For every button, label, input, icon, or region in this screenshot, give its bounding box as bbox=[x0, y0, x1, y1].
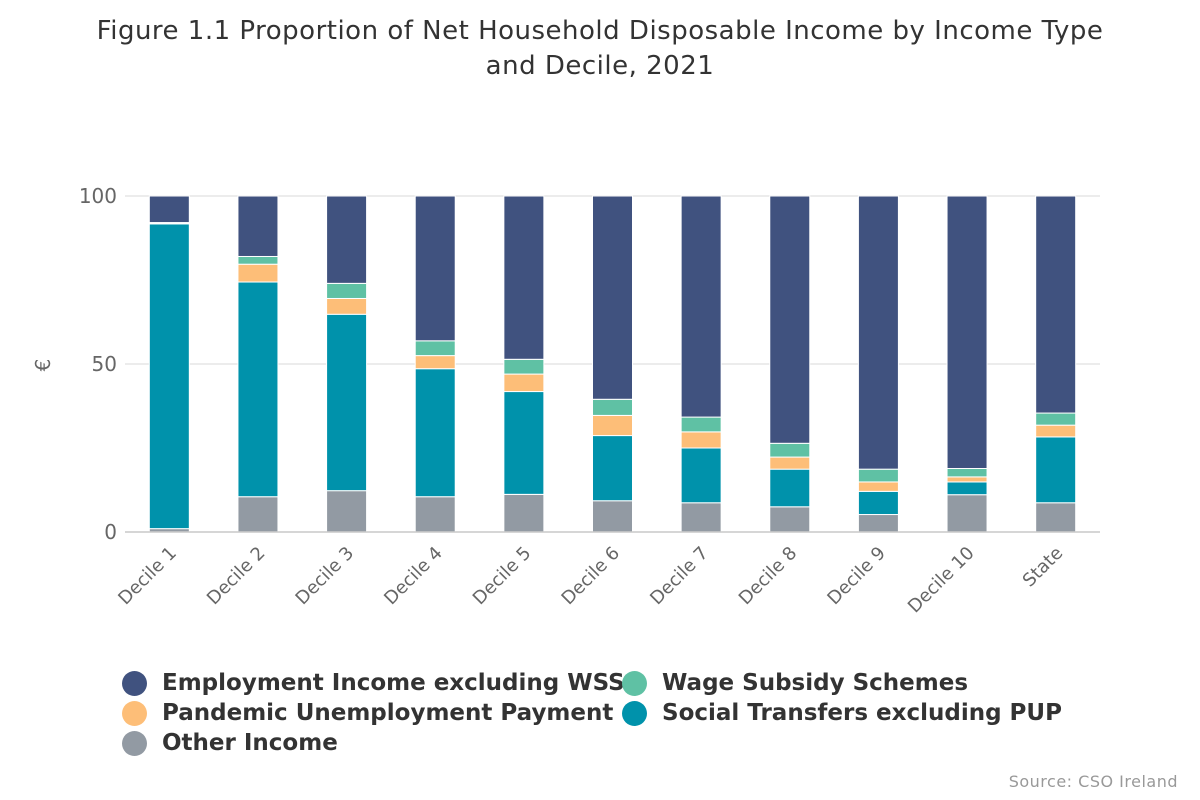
legend-item[interactable]: Social Transfers excluding PUP bbox=[622, 700, 1062, 726]
legend-item[interactable]: Employment Income excluding WSS bbox=[122, 670, 625, 696]
legend-item[interactable]: Other Income bbox=[122, 730, 338, 756]
y-axis-title: € bbox=[31, 359, 55, 372]
bars bbox=[148, 195, 1077, 533]
y-tick-label: 100 bbox=[79, 184, 117, 208]
legend-swatch bbox=[622, 700, 647, 726]
bar-segment[interactable] bbox=[503, 195, 545, 360]
x-tick-label: Decile 3 bbox=[292, 543, 359, 610]
chart-title-line-1: Figure 1.1 Proportion of Net Household D… bbox=[96, 16, 1104, 46]
bar-segment[interactable] bbox=[592, 435, 633, 502]
x-tick-label: Decile 4 bbox=[380, 543, 447, 610]
bar-segment[interactable] bbox=[414, 496, 456, 533]
bar-segment[interactable] bbox=[326, 490, 368, 533]
x-tick-label: State bbox=[1019, 543, 1068, 592]
bar-segment[interactable] bbox=[503, 358, 545, 375]
bar-stack-6 bbox=[592, 195, 633, 533]
bar-stack-5 bbox=[503, 195, 545, 533]
legend-label: Other Income bbox=[162, 730, 338, 756]
bar-segment[interactable] bbox=[237, 263, 279, 283]
bar-segment[interactable] bbox=[1035, 424, 1077, 438]
bar-stack-7 bbox=[680, 195, 722, 533]
bar-segment[interactable] bbox=[946, 494, 988, 533]
bar-segment[interactable] bbox=[503, 493, 545, 533]
bar-segment[interactable] bbox=[946, 195, 988, 469]
bar-segment[interactable] bbox=[769, 456, 811, 470]
source-credit: Source: CSO Ireland bbox=[1008, 772, 1178, 791]
x-tick-label: Decile 8 bbox=[735, 543, 802, 610]
bar-segment[interactable] bbox=[592, 398, 633, 416]
x-tick-label: Decile 10 bbox=[904, 543, 979, 618]
bar-stack-11 bbox=[1035, 195, 1077, 533]
chart-plot: 0 50 100 Decile 1 Decile 2 Decile 3 Decile 4 De… bbox=[31, 184, 1100, 618]
bar-stack-2 bbox=[237, 195, 279, 533]
bar-stack-10 bbox=[946, 195, 988, 533]
bar-stack-8 bbox=[769, 195, 811, 533]
bar-segment[interactable] bbox=[857, 468, 899, 483]
x-tick-label: Decile 5 bbox=[469, 543, 536, 610]
bar-segment[interactable] bbox=[148, 195, 190, 224]
y-tick-label: 0 bbox=[104, 520, 117, 544]
bar-segment[interactable] bbox=[414, 340, 456, 357]
x-tick-label: Decile 1 bbox=[114, 543, 181, 610]
legend-label: Employment Income excluding WSS bbox=[162, 670, 625, 696]
legend-swatch bbox=[122, 670, 147, 696]
bar-segment[interactable] bbox=[680, 416, 722, 433]
x-tick-label: Decile 7 bbox=[646, 543, 713, 610]
bar-segment[interactable] bbox=[237, 255, 279, 265]
bar-segment[interactable] bbox=[1035, 412, 1077, 426]
bar-segment[interactable] bbox=[326, 195, 368, 284]
bar-segment[interactable] bbox=[237, 281, 279, 498]
bar-segment[interactable] bbox=[414, 195, 456, 342]
bar-segment[interactable] bbox=[237, 496, 279, 533]
bar-segment[interactable] bbox=[680, 431, 722, 449]
bar-segment[interactable] bbox=[326, 313, 368, 492]
bar-segment[interactable] bbox=[414, 368, 456, 498]
legend-swatch bbox=[122, 730, 147, 756]
x-tick-label: Decile 9 bbox=[823, 543, 890, 610]
chart-title: Figure 1.1 Proportion of Net Household D… bbox=[0, 14, 1200, 84]
bar-segment[interactable] bbox=[592, 500, 633, 533]
bar-segment[interactable] bbox=[1035, 436, 1077, 504]
bar-segment[interactable] bbox=[148, 223, 190, 530]
bar-segment[interactable] bbox=[414, 355, 456, 370]
bar-segment[interactable] bbox=[592, 414, 633, 437]
legend-label: Social Transfers excluding PUP bbox=[662, 700, 1062, 726]
bar-segment[interactable] bbox=[946, 476, 988, 483]
bar-segment[interactable] bbox=[769, 468, 811, 508]
bar-segment[interactable] bbox=[326, 297, 368, 315]
bar-segment[interactable] bbox=[769, 442, 811, 458]
bar-segment[interactable] bbox=[946, 467, 988, 478]
bar-segment[interactable] bbox=[680, 502, 722, 533]
bar-segment[interactable] bbox=[592, 195, 633, 400]
bar-segment[interactable] bbox=[769, 506, 811, 533]
y-tick-label: 50 bbox=[92, 352, 117, 376]
bar-stack-3 bbox=[326, 195, 368, 533]
bar-segment[interactable] bbox=[857, 490, 899, 516]
legend-swatch bbox=[122, 700, 147, 726]
bar-segment[interactable] bbox=[680, 195, 722, 418]
legend-label: Pandemic Unemployment Payment bbox=[162, 700, 614, 726]
bar-segment[interactable] bbox=[1035, 502, 1077, 533]
bar-segment[interactable] bbox=[680, 447, 722, 504]
bar-segment[interactable] bbox=[857, 514, 899, 533]
bar-segment[interactable] bbox=[769, 195, 811, 444]
bar-segment[interactable] bbox=[326, 282, 368, 299]
bar-stack-1 bbox=[148, 195, 190, 533]
bar-segment[interactable] bbox=[857, 481, 899, 492]
chart-title-line-2: and Decile, 2021 bbox=[485, 51, 715, 81]
bar-stack-9 bbox=[857, 195, 899, 533]
bar-segment[interactable] bbox=[503, 373, 545, 393]
bar-stack-4 bbox=[414, 195, 456, 533]
bar-segment[interactable] bbox=[1035, 195, 1077, 414]
x-tick-label: Decile 2 bbox=[203, 543, 270, 610]
bar-segment[interactable] bbox=[857, 195, 899, 470]
x-tick-label: Decile 6 bbox=[558, 543, 625, 610]
legend-item[interactable]: Wage Subsidy Schemes bbox=[622, 670, 968, 696]
legend-label: Wage Subsidy Schemes bbox=[662, 670, 969, 696]
bar-segment[interactable] bbox=[237, 195, 279, 257]
bar-segment[interactable] bbox=[946, 481, 988, 496]
legend-swatch bbox=[622, 670, 647, 696]
legend-item[interactable]: Pandemic Unemployment Payment bbox=[122, 700, 613, 726]
bar-segment[interactable] bbox=[503, 391, 545, 495]
